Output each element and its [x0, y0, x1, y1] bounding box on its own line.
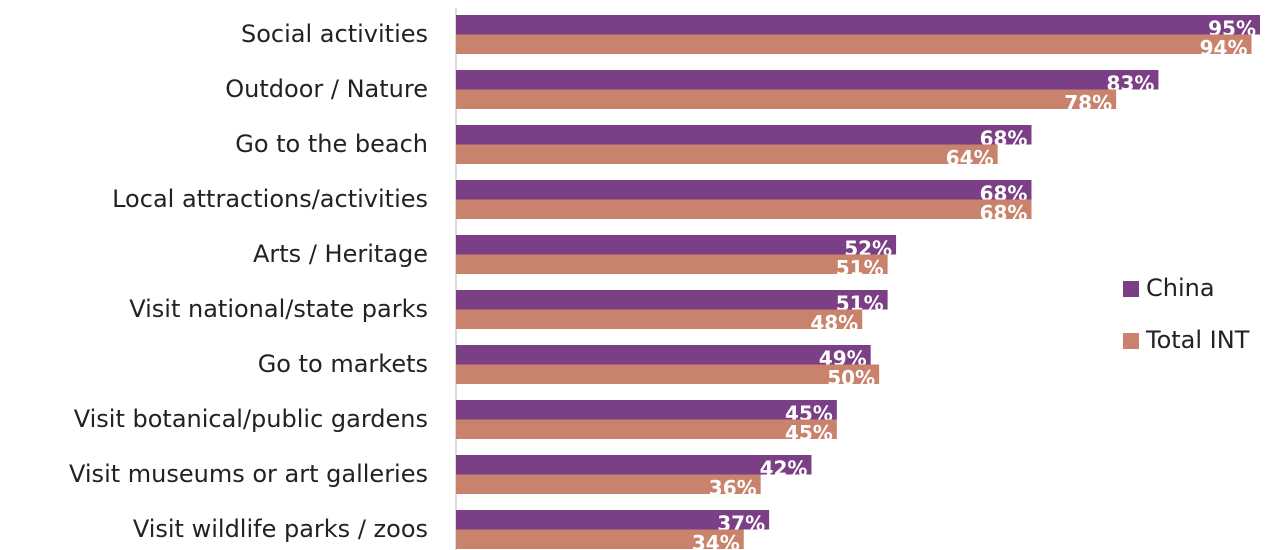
value-label: 78%	[1064, 91, 1112, 115]
value-label: 48%	[810, 311, 858, 335]
legend-label: China	[1146, 274, 1215, 302]
bar	[456, 309, 863, 329]
bar	[456, 345, 871, 365]
value-label: 94%	[1200, 36, 1248, 60]
category-label: Social activities	[241, 20, 428, 48]
bar	[456, 419, 837, 439]
bar	[456, 70, 1159, 90]
legend-swatch	[1123, 281, 1139, 297]
category-label: Visit national/state parks	[129, 295, 428, 323]
bar	[456, 89, 1117, 109]
category-label: Visit botanical/public gardens	[74, 405, 428, 433]
value-label: 68%	[980, 201, 1028, 225]
category-label: Go to the beach	[235, 130, 428, 158]
value-label: 36%	[709, 476, 757, 500]
bar	[456, 474, 761, 494]
legend-swatch	[1123, 333, 1139, 349]
bar	[456, 34, 1252, 54]
category-label: Local attractions/activities	[112, 185, 428, 213]
category-label: Go to markets	[258, 350, 428, 378]
bar	[456, 15, 1260, 35]
bar	[456, 254, 888, 274]
category-label: Outdoor / Nature	[225, 75, 428, 103]
bar	[456, 364, 880, 384]
bar	[456, 400, 837, 420]
legend-label: Total INT	[1145, 326, 1250, 354]
bar	[456, 235, 897, 255]
bar	[456, 180, 1032, 200]
bar	[456, 290, 888, 310]
bar	[456, 125, 1032, 145]
bar	[456, 455, 812, 475]
value-label: 45%	[785, 421, 833, 445]
category-label: Arts / Heritage	[253, 240, 428, 268]
category-label: Visit museums or art galleries	[69, 460, 428, 488]
category-label: Visit wildlife parks / zoos	[133, 515, 428, 543]
value-label: 42%	[760, 457, 808, 481]
bar	[456, 510, 770, 530]
value-label: 64%	[946, 146, 994, 170]
value-label: 50%	[827, 366, 875, 390]
bar	[456, 529, 744, 549]
value-label: 51%	[836, 256, 884, 280]
bar	[456, 199, 1032, 219]
value-label: 34%	[692, 531, 740, 550]
bar	[456, 144, 998, 164]
